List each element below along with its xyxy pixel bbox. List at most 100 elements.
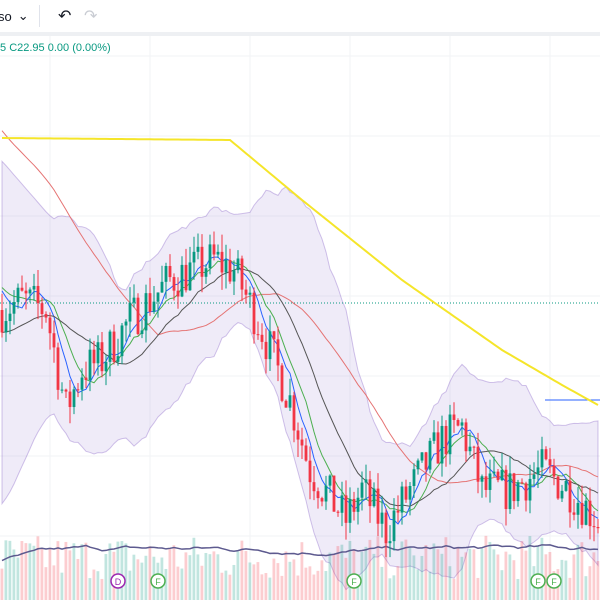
volume-bar — [212, 551, 216, 600]
candle — [572, 512, 576, 515]
volume-bar — [508, 554, 512, 600]
candle — [228, 260, 232, 282]
volume-bar — [260, 574, 264, 600]
candle — [144, 293, 148, 331]
volume-bar — [4, 540, 8, 600]
volume-bar — [332, 553, 336, 600]
candle — [336, 511, 340, 513]
volume-bar — [544, 554, 548, 600]
volume-bar — [188, 555, 192, 600]
candle — [564, 480, 568, 491]
volume-bar — [120, 541, 124, 600]
undo-button[interactable]: ↶ — [52, 6, 78, 26]
candle — [300, 439, 304, 446]
volume-bar — [396, 566, 400, 600]
volume-bar — [392, 575, 396, 600]
undo-icon: ↶ — [57, 8, 72, 25]
candle — [488, 473, 492, 490]
candle — [368, 479, 372, 507]
candle — [216, 251, 220, 255]
candle — [384, 512, 388, 544]
candle — [580, 502, 584, 525]
candle — [28, 289, 32, 294]
volume-bar — [128, 570, 132, 600]
candle — [84, 377, 88, 381]
volume-bar — [192, 537, 196, 600]
candle — [72, 389, 76, 408]
volume-bar — [268, 577, 272, 600]
event-marker — [110, 573, 126, 589]
volume-bar — [588, 566, 592, 600]
volume-bar — [20, 540, 24, 600]
candle — [356, 497, 360, 512]
candle — [556, 476, 560, 499]
candle — [168, 265, 172, 278]
volume-bar — [284, 551, 288, 600]
volume-bar — [104, 554, 108, 600]
interval-dropdown[interactable]: so ⌄ — [0, 8, 29, 24]
candle — [152, 301, 156, 312]
event-marker — [530, 573, 546, 589]
candle — [164, 265, 168, 282]
candle — [124, 321, 128, 326]
volume-bar — [320, 560, 324, 600]
candle — [104, 361, 108, 372]
candle — [80, 377, 84, 390]
candle — [320, 498, 324, 502]
event-label: F — [155, 577, 161, 587]
candle — [412, 469, 416, 486]
candle — [568, 480, 572, 513]
volume-bar — [244, 551, 248, 600]
volume-bar — [516, 578, 520, 600]
candle — [388, 541, 392, 544]
candle — [592, 526, 596, 528]
candle — [296, 430, 300, 440]
candle — [436, 432, 440, 464]
candle — [8, 313, 12, 322]
candle — [324, 485, 328, 502]
candle — [220, 251, 224, 273]
candle — [268, 331, 272, 360]
candle — [40, 303, 44, 315]
redo-button[interactable]: ↷ — [78, 6, 104, 26]
candle — [156, 292, 160, 302]
volume-bar — [232, 564, 236, 600]
candle — [364, 479, 368, 483]
volume-bar — [8, 540, 12, 600]
volume-bar — [256, 562, 260, 600]
candle — [312, 482, 316, 492]
candle — [444, 425, 448, 455]
candle — [316, 491, 320, 499]
volume-bar — [444, 537, 448, 600]
volume-bar — [456, 546, 460, 600]
candle — [460, 422, 464, 426]
volume-bar — [228, 574, 232, 600]
volume-bar — [64, 541, 68, 600]
volume-bar — [168, 548, 172, 600]
candle — [184, 264, 188, 291]
candle — [76, 389, 80, 391]
volume-bar — [32, 545, 36, 600]
candle — [100, 342, 104, 372]
candle — [32, 285, 36, 290]
volume-bar — [420, 555, 424, 600]
candle — [544, 449, 548, 460]
volume-bar — [380, 566, 384, 600]
volume-bar — [572, 554, 576, 600]
volume-bar — [40, 548, 44, 600]
interval-label: so — [0, 8, 12, 24]
volume-bar — [24, 543, 28, 600]
volume-bar — [464, 552, 468, 600]
volume-bar — [468, 548, 472, 600]
volume-bar — [68, 550, 72, 600]
candle — [224, 260, 228, 273]
candle — [372, 488, 376, 507]
candle — [24, 290, 28, 294]
event-label: F — [351, 577, 357, 587]
candle — [244, 289, 248, 295]
volume-bar — [80, 544, 84, 600]
volume-bar — [496, 554, 500, 600]
volume-bar — [372, 553, 376, 600]
event-label: F — [535, 577, 541, 587]
